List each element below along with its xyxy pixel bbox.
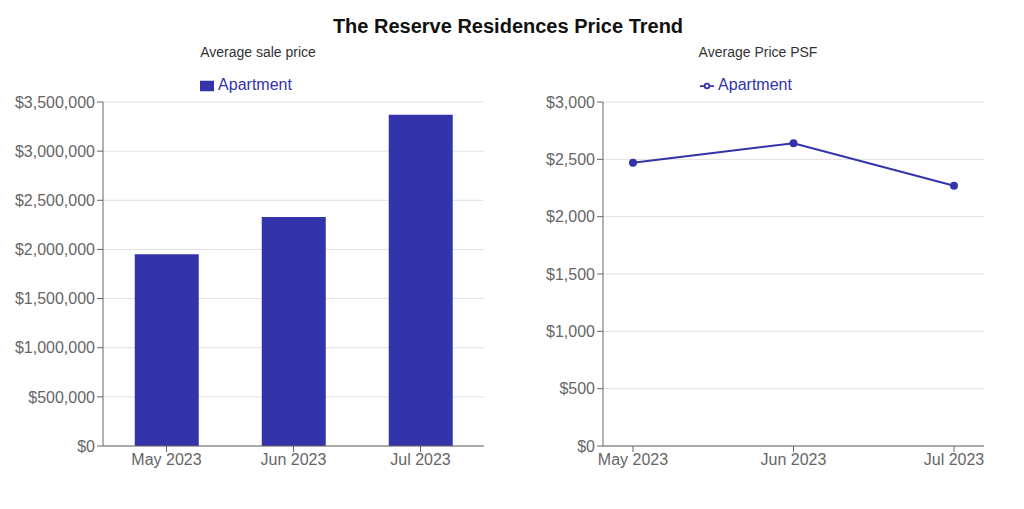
svg-text:$1,500: $1,500 [546,266,595,283]
svg-text:$1,000: $1,000 [546,323,595,340]
svg-text:$2,000: $2,000 [546,208,595,225]
svg-text:$3,000,000: $3,000,000 [15,143,95,160]
html-text:Average sale price: Average sale price [200,44,316,60]
svg-text:$1,500,000: $1,500,000 [15,290,95,307]
svg-text:$2,500,000: $2,500,000 [15,192,95,209]
svg-text:May 2023: May 2023 [598,451,668,468]
svg-text:$1,000,000: $1,000,000 [15,339,95,356]
svg-text:$3,000: $3,000 [546,94,595,111]
html-text:Apartment: Apartment [718,76,792,93]
svg-text:$2,000,000: $2,000,000 [15,241,95,258]
svg-text:Jul 2023: Jul 2023 [390,451,451,468]
html-text:Apartment: Apartment [218,76,292,93]
svg-text:Jul 2023: Jul 2023 [924,451,985,468]
svg-text:Jun 2023: Jun 2023 [761,451,827,468]
svg-text:$2,500: $2,500 [546,151,595,168]
svg-text:$0: $0 [577,438,595,455]
html-text:The Reserve Residences Price T: The Reserve Residences Price Trend [332,15,684,37]
svg-text:$0: $0 [77,438,95,455]
svg-text:$3,500,000: $3,500,000 [15,94,95,111]
svg-text:$500,000: $500,000 [28,389,95,406]
html-text:Average Price PSF: Average Price PSF [698,44,818,60]
svg-text:$500: $500 [559,380,595,397]
svg-text:Jun 2023: Jun 2023 [261,451,327,468]
svg-text:May 2023: May 2023 [131,451,201,468]
